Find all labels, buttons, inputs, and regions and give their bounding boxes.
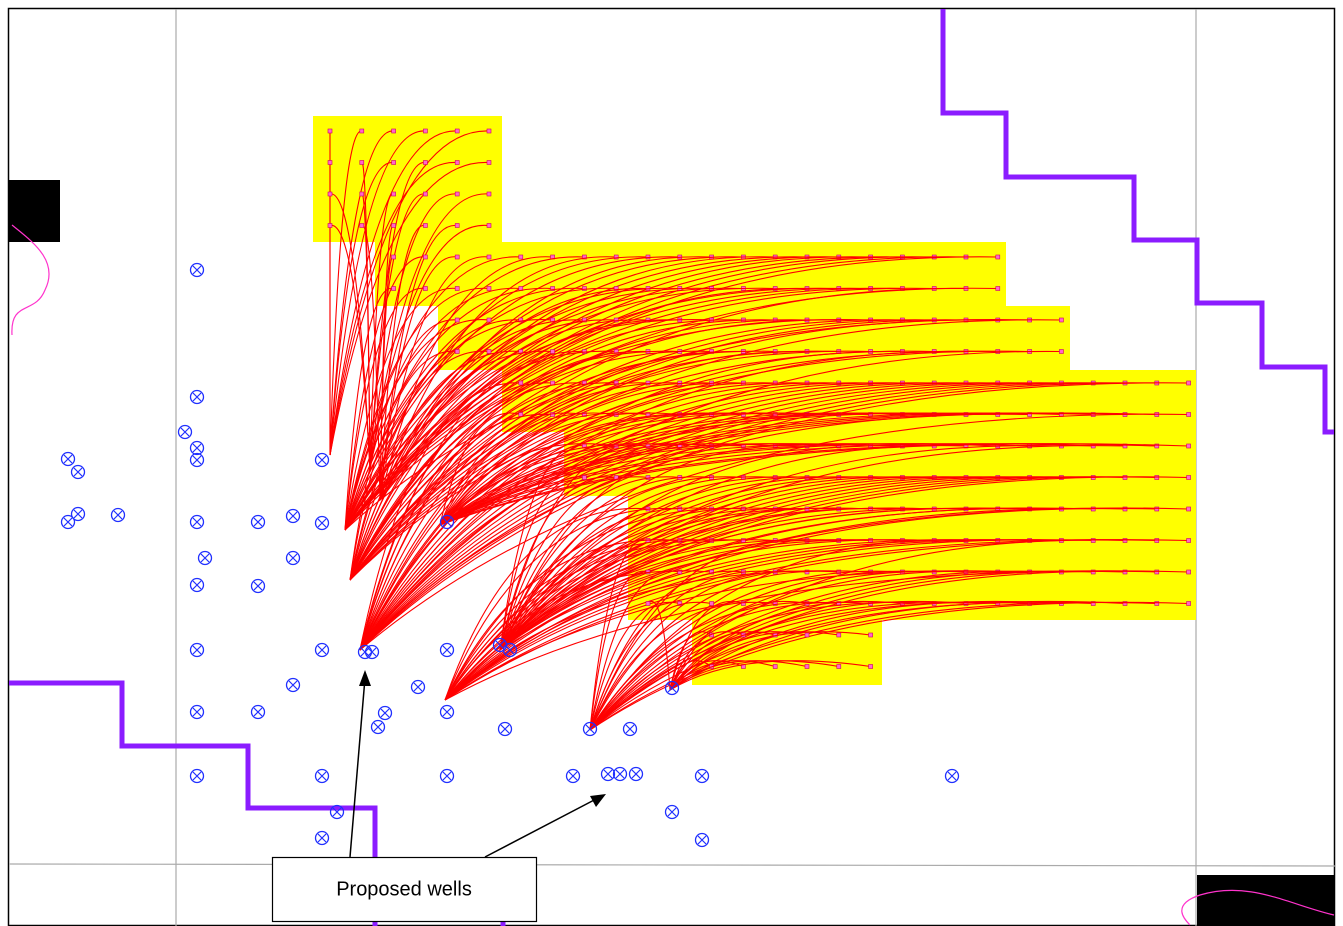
toe-point bbox=[1187, 476, 1191, 480]
toe-point bbox=[646, 602, 650, 606]
toe-point bbox=[360, 224, 364, 228]
toe-point bbox=[1155, 539, 1159, 543]
lease-block bbox=[375, 242, 1006, 306]
toe-point bbox=[1123, 476, 1127, 480]
toe-point bbox=[1123, 539, 1127, 543]
toe-point bbox=[1059, 318, 1063, 322]
toe-point bbox=[1187, 381, 1191, 385]
toe-point bbox=[328, 129, 332, 133]
toe-point bbox=[646, 381, 650, 385]
toe-point bbox=[328, 161, 332, 165]
toe-point bbox=[1155, 570, 1159, 574]
toe-point bbox=[996, 287, 1000, 291]
toe-point bbox=[392, 129, 396, 133]
toe-point bbox=[392, 192, 396, 196]
toe-point bbox=[455, 255, 459, 259]
toe-point bbox=[678, 507, 682, 511]
toe-point bbox=[996, 255, 1000, 259]
lease-block bbox=[692, 620, 882, 685]
toe-point bbox=[1155, 507, 1159, 511]
toe-point bbox=[487, 287, 491, 291]
toe-point bbox=[328, 224, 332, 228]
toe-point bbox=[837, 633, 841, 637]
toe-point bbox=[1187, 539, 1191, 543]
toe-point bbox=[487, 255, 491, 259]
toe-point bbox=[423, 287, 427, 291]
toe-point bbox=[1187, 444, 1191, 448]
toe-point bbox=[328, 192, 332, 196]
toe-point bbox=[423, 161, 427, 165]
toe-point bbox=[487, 129, 491, 133]
black-block bbox=[1197, 875, 1334, 925]
black-block bbox=[9, 180, 60, 242]
toe-point bbox=[392, 161, 396, 165]
toe-point bbox=[1187, 602, 1191, 606]
toe-point bbox=[582, 476, 586, 480]
lease-block bbox=[313, 116, 502, 242]
toe-point bbox=[487, 350, 491, 354]
toe-point bbox=[869, 633, 873, 637]
toe-point bbox=[487, 318, 491, 322]
toe-point bbox=[455, 350, 459, 354]
toe-point bbox=[423, 129, 427, 133]
toe-point bbox=[423, 224, 427, 228]
toe-point bbox=[392, 224, 396, 228]
toe-point bbox=[551, 350, 555, 354]
toe-point bbox=[869, 665, 873, 669]
toe-point bbox=[487, 192, 491, 196]
toe-point bbox=[710, 602, 714, 606]
toe-point bbox=[1187, 413, 1191, 417]
toe-point bbox=[455, 161, 459, 165]
toe-point bbox=[360, 129, 364, 133]
toe-point bbox=[519, 255, 523, 259]
toe-point bbox=[519, 381, 523, 385]
well-map: Proposed wells bbox=[0, 0, 1343, 926]
toe-point bbox=[423, 255, 427, 259]
toe-point bbox=[455, 224, 459, 228]
toe-point bbox=[455, 129, 459, 133]
callout-label: Proposed wells bbox=[336, 878, 472, 900]
toe-point bbox=[837, 665, 841, 669]
toe-point bbox=[455, 192, 459, 196]
toe-point bbox=[1187, 507, 1191, 511]
toe-point bbox=[1059, 350, 1063, 354]
toe-point bbox=[805, 633, 809, 637]
toe-point bbox=[487, 161, 491, 165]
toe-point bbox=[455, 287, 459, 291]
toe-point bbox=[1187, 570, 1191, 574]
toe-point bbox=[455, 318, 459, 322]
toe-point bbox=[741, 539, 745, 543]
toe-point bbox=[360, 161, 364, 165]
toe-point bbox=[805, 665, 809, 669]
toe-point bbox=[360, 192, 364, 196]
toe-point bbox=[392, 255, 396, 259]
toe-point bbox=[487, 224, 491, 228]
toe-point bbox=[423, 192, 427, 196]
toe-point bbox=[392, 287, 396, 291]
toe-point bbox=[773, 665, 777, 669]
